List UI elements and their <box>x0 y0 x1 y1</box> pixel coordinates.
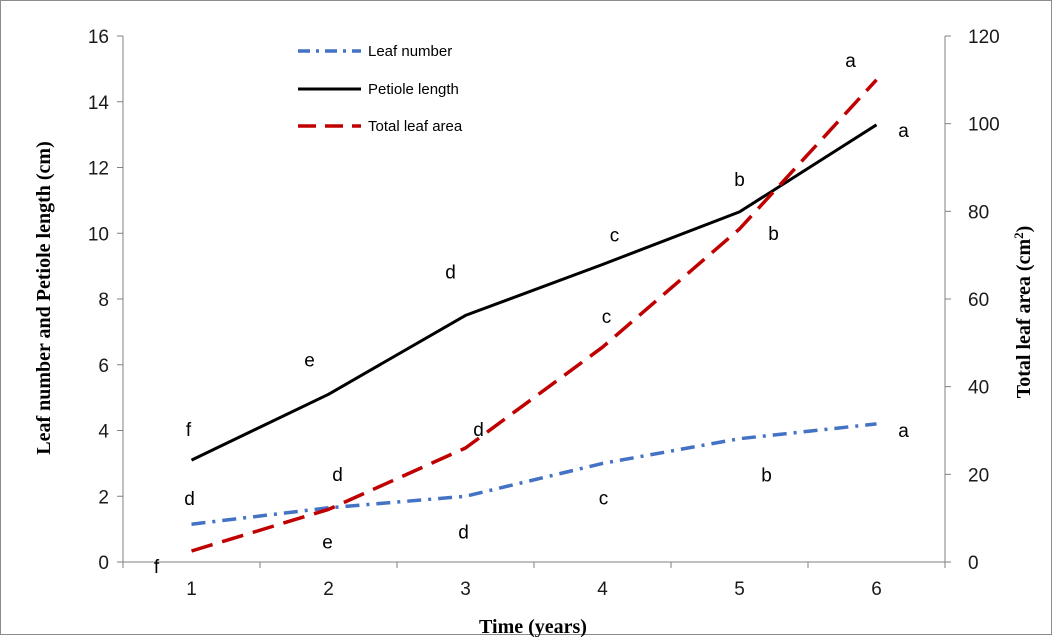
leaf-number-significance-letter: d <box>458 522 469 543</box>
leaf-number-significance-letter: a <box>898 421 909 442</box>
right-y-axis-title-main: Total leaf area (cm <box>1013 239 1035 399</box>
legend-label-total-leaf-area: Total leaf area <box>368 118 463 135</box>
left-y-tick-label: 12 <box>88 159 109 180</box>
significance-letters: d d d c b a f e d c b a f e d c b a <box>154 51 909 578</box>
petiole-length-significance-letter: d <box>445 262 456 283</box>
left-y-tick-label: 2 <box>98 487 109 508</box>
petiole-length-significance-letter: b <box>734 170 745 191</box>
right-y-axis-title: Total leaf area (cm2) <box>1011 226 1036 399</box>
legend-label-petiole-length: Petiole length <box>368 81 459 98</box>
right-y-tick-label: 40 <box>968 378 989 399</box>
total-leaf-area-significance-letter: d <box>473 420 484 441</box>
right-y-axis-title-superscript: 2 <box>1011 232 1026 239</box>
left-y-axis-title: Leaf number and Petiole length (cm) <box>33 141 55 455</box>
right-y-tick-label: 120 <box>968 27 1000 48</box>
left-y-tick-label: 16 <box>88 27 109 48</box>
right-y-tick-label: 0 <box>968 553 979 574</box>
right-y-tick-label: 20 <box>968 465 989 486</box>
left-y-tick-label: 0 <box>98 553 109 574</box>
x-tick-label: 4 <box>597 579 608 600</box>
x-tick-label: 6 <box>871 579 882 600</box>
petiole-length-significance-letter: f <box>186 420 192 441</box>
left-y-tick-label: 14 <box>88 93 110 114</box>
leaf-number-significance-letter: c <box>599 488 609 509</box>
left-y-tick-label: 10 <box>88 224 109 245</box>
total-leaf-area-significance-letter: c <box>602 307 612 328</box>
left-y-tick-label: 6 <box>98 356 109 377</box>
petiole-length-significance-letter: e <box>304 350 315 371</box>
series-lines <box>190 78 878 553</box>
left-y-tick-label: 8 <box>98 290 109 311</box>
x-tick-label: 3 <box>460 579 471 600</box>
total-leaf-area-line <box>190 78 878 553</box>
left-y-tick-label: 4 <box>98 422 109 443</box>
right-y-tick-label: 60 <box>968 290 989 311</box>
x-axis-title: Time (years) <box>479 616 587 637</box>
leaf-number-significance-letter: b <box>761 466 772 487</box>
leaf-number-line <box>191 422 877 526</box>
right-y-tick-label: 80 <box>968 202 989 223</box>
leaf-number-significance-letter: d <box>332 465 343 486</box>
petiole-length-significance-letter: a <box>898 121 909 142</box>
x-tick-label: 2 <box>323 579 334 600</box>
x-tick-label: 5 <box>734 579 745 600</box>
leaf-number-significance-letter: d <box>184 489 195 510</box>
total-leaf-area-significance-letter: f <box>154 557 160 578</box>
total-leaf-area-significance-letter: b <box>768 224 779 245</box>
petiole-length-significance-letter: c <box>610 225 620 246</box>
right-y-tick-label: 100 <box>968 115 1000 136</box>
total-leaf-area-significance-letter: a <box>845 51 856 72</box>
legend-label-leaf-number: Leaf number <box>368 43 452 60</box>
total-leaf-area-significance-letter: e <box>322 532 333 553</box>
legend: Leaf number Petiole length Total leaf area <box>298 43 463 135</box>
x-tick-label: 1 <box>186 579 197 600</box>
petiole-length-line <box>190 123 878 462</box>
right-y-axis-title-close: ) <box>1013 226 1035 233</box>
